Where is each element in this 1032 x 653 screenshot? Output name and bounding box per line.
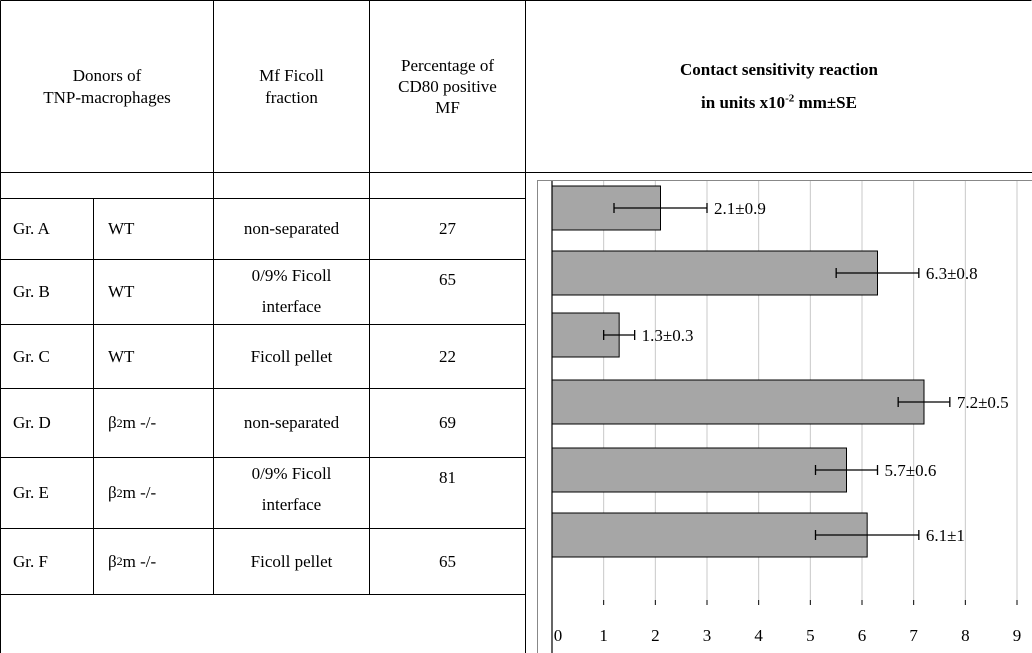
row-group: Gr. F: [13, 551, 48, 571]
data-label: 5.7±0.6: [885, 461, 937, 480]
x-tick-label: 1: [599, 626, 608, 645]
strain-text: β: [108, 483, 117, 503]
row-percentage: 69: [439, 413, 456, 433]
strain-subscript: 2: [116, 554, 123, 568]
fraction-text: 0/9% Ficoll: [251, 266, 332, 285]
row-percentage: 27: [439, 219, 456, 239]
row-fraction: Ficoll pellet: [214, 325, 369, 388]
data-label: 6.1±1: [926, 526, 965, 545]
strain-subscript: 2: [116, 415, 123, 430]
header-percentage: Percentage of CD80 positive MF: [370, 1, 525, 172]
x-tick-label: 2: [651, 626, 660, 645]
header-fraction: Mf Ficoll fraction: [214, 1, 369, 172]
row-fraction: 0/9% Ficoll interface: [214, 260, 369, 324]
strain-text: β: [108, 413, 117, 433]
header-donors-line1: Donors of: [72, 66, 142, 86]
x-tick-label: 6: [858, 626, 867, 645]
data-label: 7.2±0.5: [957, 393, 1009, 412]
fraction-text: interface: [261, 495, 322, 515]
bar: [551, 250, 878, 296]
data-label: 2.1±0.9: [714, 199, 766, 218]
header-percentage-line3: MF: [435, 98, 460, 118]
row-fraction: 0/9% Ficoll interface: [214, 458, 369, 528]
strain-suffix: m -/-: [122, 483, 157, 503]
row-group: Gr. D: [13, 413, 51, 433]
row-group: Gr. A: [13, 219, 50, 239]
chart-title-line1: Contact sensitivity reaction: [680, 60, 878, 80]
row-percentage: 65: [439, 551, 456, 571]
x-tick-label: 9: [1013, 626, 1022, 645]
row-percentage: 22: [439, 346, 456, 366]
strain-suffix: m -/-: [122, 551, 157, 571]
strain-text: WT: [108, 282, 135, 302]
header-percentage-line2: CD80 positive: [398, 76, 497, 96]
row-group: Gr. E: [13, 483, 49, 503]
row-group: Gr. C: [13, 346, 50, 366]
header-fraction-line1: Mf Ficoll: [259, 66, 324, 86]
row-group: Gr. B: [13, 282, 50, 302]
chart-title-line2: in units x10-2 mm±SE: [701, 87, 857, 119]
bar: [551, 379, 925, 425]
fraction-text: Ficoll pellet: [250, 551, 333, 571]
data-label: 6.3±0.8: [926, 264, 978, 283]
row-fraction: non-separated: [214, 199, 369, 259]
fraction-text: 0/9% Ficoll: [251, 464, 332, 483]
x-tick-label: 0: [554, 626, 563, 645]
bar: [551, 447, 847, 493]
row-strain: WT: [94, 260, 213, 324]
fraction-text: non-separated: [243, 413, 340, 433]
strain-text: WT: [108, 219, 135, 239]
row-percentage: 65: [439, 270, 456, 289]
row-percentage: 81: [439, 468, 456, 487]
chart-title-units-suffix: mm±SE: [794, 92, 857, 112]
strain-text: WT: [108, 346, 135, 366]
chart-title: Contact sensitivity reaction in units x1…: [526, 1, 1032, 172]
row-strain: WT: [94, 199, 213, 259]
row-fraction: non-separated: [214, 389, 369, 457]
x-tick-label: 3: [703, 626, 712, 645]
header-donors: Donors of TNP-macrophages: [1, 1, 213, 172]
chart-frame: [537, 180, 1032, 653]
x-tick-label: 7: [909, 626, 918, 645]
data-label: 1.3±0.3: [642, 326, 694, 345]
fraction-text: Ficoll pellet: [250, 346, 333, 366]
chart-title-exponent: -2: [785, 91, 795, 104]
fraction-text: interface: [261, 297, 322, 317]
chart-title-units: in units x10: [701, 92, 786, 112]
strain-suffix: m -/-: [122, 413, 157, 433]
header-donors-line2: TNP-macrophages: [43, 87, 171, 107]
fraction-text: non-separated: [243, 219, 340, 239]
strain-text: β: [108, 551, 117, 571]
header-fraction-line2: fraction: [265, 87, 318, 107]
header-percentage-line1: Percentage of: [401, 55, 494, 75]
strain-subscript: 2: [116, 485, 123, 500]
x-tick-label: 8: [961, 626, 970, 645]
x-tick-label: 4: [754, 626, 763, 645]
bar: [551, 512, 868, 558]
row-strain: WT: [94, 325, 213, 388]
row-fraction: Ficoll pellet: [214, 529, 369, 594]
x-tick-label: 5: [806, 626, 815, 645]
